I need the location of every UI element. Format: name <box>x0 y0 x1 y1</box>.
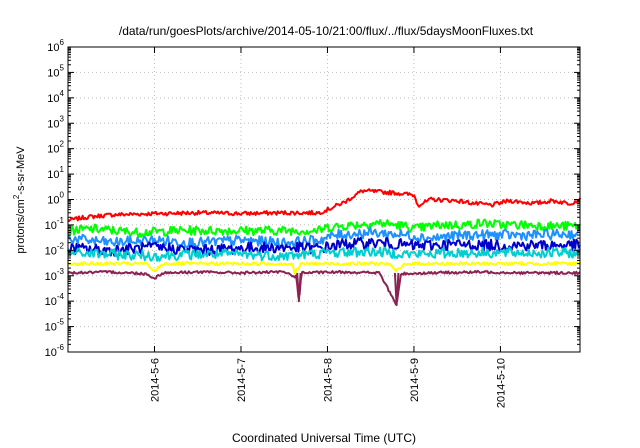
y-tick-exponent: 3 <box>60 114 65 123</box>
y-tick-base: 10 <box>45 220 57 232</box>
x-axis-ticks: 2014-5-6 2014-5-7 2014-5-8 2014-5-9 2014-5-1… <box>149 47 507 408</box>
y-tick-label: 10-2 <box>45 241 65 257</box>
y-tick-label: 10-1 <box>45 216 65 232</box>
x-tick-label: 2014-5-6 <box>149 358 161 402</box>
series-line-5 <box>67 246 581 262</box>
y-tick-exponent: -1 <box>57 216 65 225</box>
y-tick-label: 100 <box>47 191 64 207</box>
y-tick-exponent: 2 <box>60 140 65 149</box>
series-line-3 <box>67 226 581 249</box>
y-tick-label: 106 <box>47 38 64 54</box>
y-tick-exponent: 4 <box>60 89 65 98</box>
y-tick-base: 10 <box>47 195 59 207</box>
y-tick-exponent: -5 <box>57 318 65 327</box>
x-tick-label: 2014-5-8 <box>322 358 334 402</box>
series-group <box>67 188 581 307</box>
y-tick-exponent: 1 <box>60 165 65 174</box>
y-tick-base: 10 <box>45 245 57 257</box>
series-line-6 <box>67 261 581 275</box>
y-tick-label: 105 <box>47 63 64 79</box>
x-tick-label: 2014-5-9 <box>409 358 421 402</box>
y-tick-base: 10 <box>45 347 57 359</box>
y-tick-exponent: -2 <box>57 241 65 250</box>
y-tick-label: 102 <box>47 140 64 156</box>
y-tick-exponent: -4 <box>57 292 65 301</box>
y-axis-label-rest: -s-sr-MeV <box>15 146 27 195</box>
y-tick-exponent: 6 <box>60 38 65 47</box>
y-tick-label: 10-4 <box>45 292 65 308</box>
series-line-2 <box>67 218 581 238</box>
y-tick-exponent: -3 <box>57 267 65 276</box>
y-axis-label-sup: 2 <box>12 194 21 199</box>
y-axis-ticks: 10-610-510-410-310-210-11001011021031041… <box>45 38 580 359</box>
series-line-1 <box>67 188 581 222</box>
x-axis-label: Coordinated Universal Time (UTC) <box>232 431 416 445</box>
y-tick-base: 10 <box>47 93 59 105</box>
y-tick-base: 10 <box>47 118 59 130</box>
y-tick-base: 10 <box>45 322 57 334</box>
y-tick-label: 101 <box>47 165 64 181</box>
y-axis-label: protons/cm2-s-sr-MeV <box>12 146 27 254</box>
y-tick-exponent: 5 <box>60 63 65 72</box>
chart-title: /data/run/goesPlots/archive/2014-05-10/2… <box>119 24 534 38</box>
x-tick-label: 2014-5-7 <box>236 358 248 402</box>
y-tick-base: 10 <box>47 42 59 54</box>
x-tick-label: 2014-5-10 <box>495 358 507 408</box>
y-tick-base: 10 <box>45 271 57 283</box>
y-tick-base: 10 <box>47 144 59 156</box>
y-tick-label: 10-5 <box>45 318 65 334</box>
series-line-4 <box>67 236 581 257</box>
y-tick-label: 103 <box>47 114 64 130</box>
y-tick-label: 10-6 <box>45 343 65 359</box>
y-tick-base: 10 <box>45 296 57 308</box>
y-tick-base: 10 <box>47 67 59 79</box>
series-line-7 <box>67 269 581 307</box>
y-tick-label: 10-3 <box>45 267 65 283</box>
y-tick-exponent: 0 <box>60 191 65 200</box>
y-tick-base: 10 <box>47 169 59 181</box>
y-tick-exponent: -6 <box>57 343 65 352</box>
y-axis-label-base: protons/cm <box>15 199 27 253</box>
y-tick-label: 104 <box>47 89 64 105</box>
